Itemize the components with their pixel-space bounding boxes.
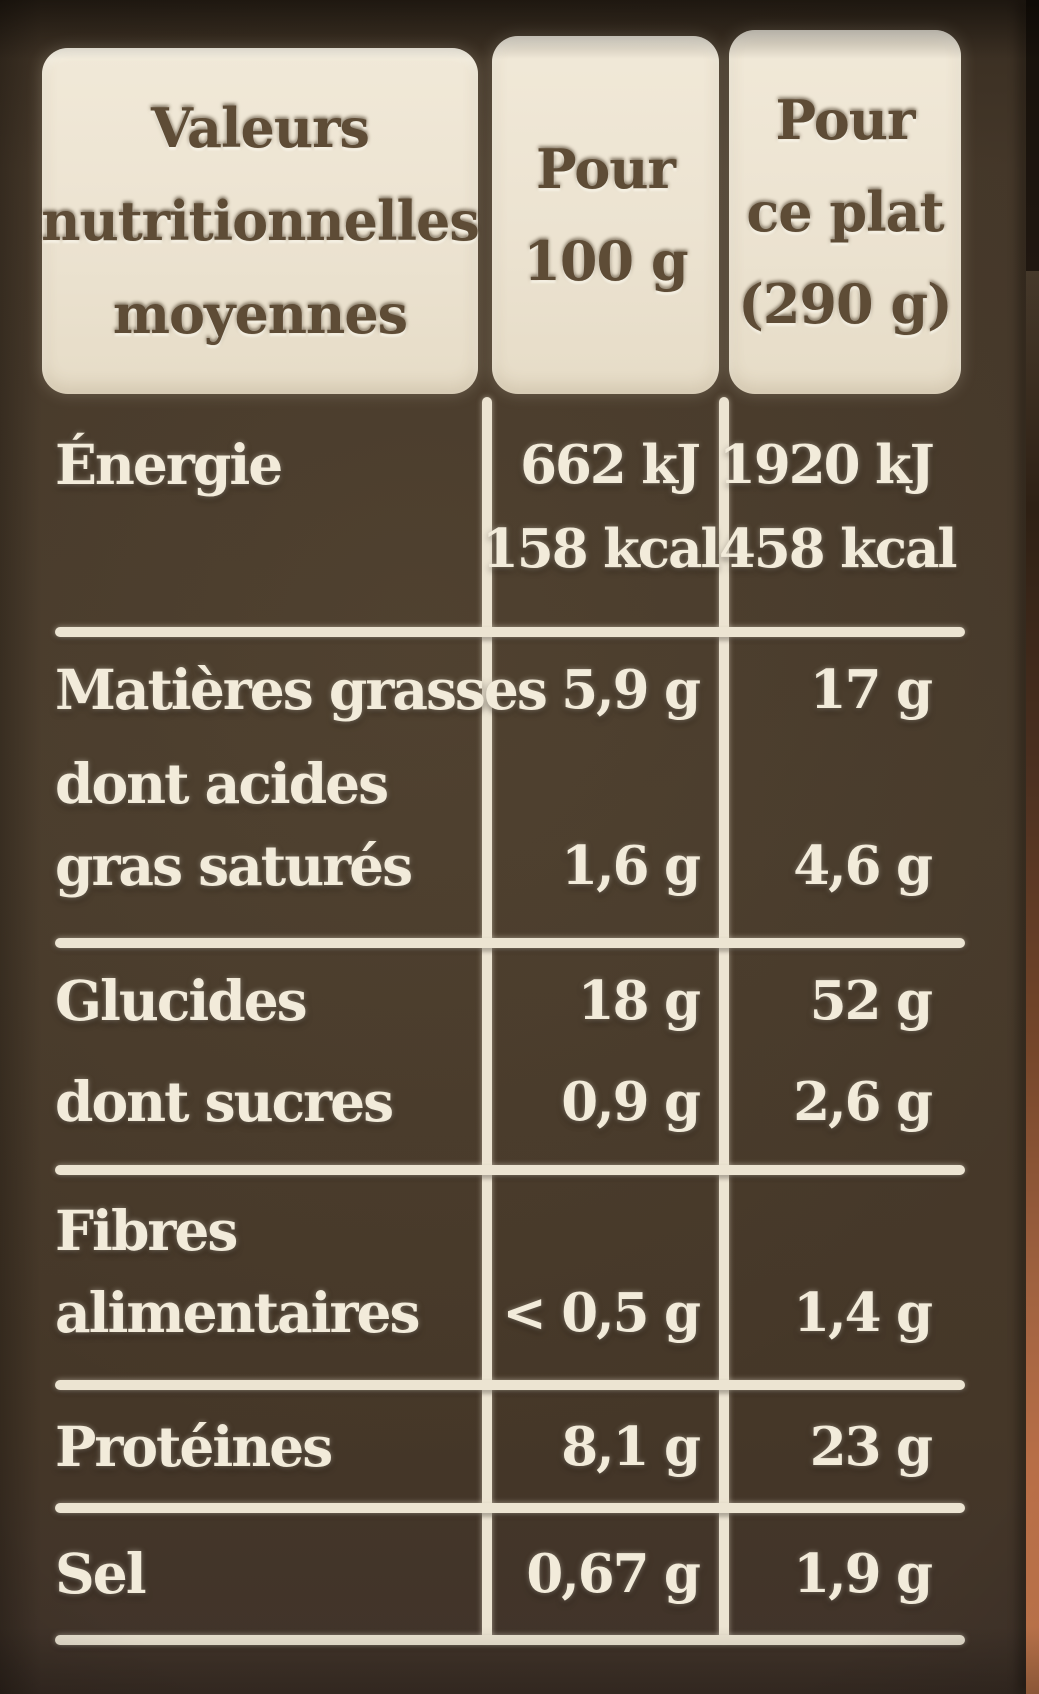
- value-per-dish: 1,4 g: [793, 1282, 933, 1344]
- table-bottom-line: [55, 1635, 965, 1645]
- row-label: dont sucres: [55, 1068, 394, 1134]
- row-label: Glucides: [55, 968, 308, 1033]
- table-row-sel: Sel 0,67 g 1,9 g: [55, 1513, 965, 1635]
- value-per-100g: 1,6 g: [561, 835, 701, 897]
- table-row-fibres: Fibres alimentaires < 0,5 g 1,4 g: [55, 1175, 965, 1380]
- row-label: gras saturés: [55, 833, 413, 898]
- value-per-100g: 0,67 g: [526, 1543, 701, 1605]
- value-per-dish: 2,6 g: [793, 1070, 933, 1133]
- value-per-dish: 458 kcal: [719, 518, 958, 580]
- row-divider: [55, 627, 965, 637]
- header-text-line: Pour: [536, 137, 676, 201]
- row-label: Sel: [55, 1541, 147, 1606]
- value-per-100g: 18 g: [577, 970, 701, 1032]
- value-per-dish: 1,9 g: [793, 1543, 933, 1605]
- header-text-line: (290 g): [738, 272, 952, 336]
- table-row-glucides: Glucides 18 g 52 g: [55, 948, 965, 1054]
- row-label: alimentaires: [55, 1280, 420, 1345]
- table-row-dont-sucres: dont sucres 0,9 g 2,6 g: [55, 1054, 965, 1165]
- value-per-dish: 1920 kJ: [719, 434, 935, 496]
- value-per-100g: 5,9 g: [561, 659, 701, 721]
- row-label: dont acides: [55, 751, 389, 816]
- row-label: Matières grasses: [55, 657, 548, 722]
- table-row-acides-gras-satures: dont acides gras saturés 1,6 g 4,6 g: [55, 743, 965, 928]
- row-label: Protéines: [55, 1413, 333, 1479]
- value-per-dish: 52 g: [809, 970, 933, 1032]
- value-per-dish: 17 g: [809, 659, 933, 721]
- value-per-100g: 0,9 g: [561, 1070, 701, 1133]
- table-row-matieres-grasses: Matières grasses 5,9 g 17 g: [55, 637, 965, 743]
- header-text-line: 100 g: [523, 229, 688, 293]
- table-row-proteines: Protéines 8,1 g 23 g: [55, 1390, 965, 1503]
- row-label: Énergie: [55, 432, 283, 497]
- value-per-dish: 4,6 g: [793, 835, 933, 897]
- row-divider: [55, 938, 965, 948]
- value-per-dish: 23 g: [809, 1415, 933, 1478]
- header-text-line: Valeurs: [151, 95, 370, 160]
- header-text-line: nutritionnelles: [41, 188, 480, 253]
- value-per-100g: 662 kJ: [520, 434, 701, 496]
- header-box-per-100g: Pour 100 g: [492, 36, 719, 394]
- package-edge: [1026, 0, 1039, 1694]
- value-per-100g: 8,1 g: [561, 1415, 701, 1478]
- value-per-100g: 158 kcal: [482, 518, 721, 580]
- row-divider: [55, 1380, 965, 1390]
- header-text-line: Pour: [775, 88, 916, 152]
- row-label: Fibres: [55, 1198, 238, 1263]
- header-text-line: ce plat: [746, 180, 944, 244]
- header-box-average-values: Valeurs nutritionnelles moyennes: [41, 48, 480, 394]
- row-divider: [55, 1503, 965, 1513]
- header-box-per-dish: Pour ce plat (290 g): [729, 30, 961, 394]
- table-row-energie: Énergie 662 kJ 158 kcal 1920 kJ 458 kcal: [55, 403, 965, 627]
- value-per-100g: < 0,5 g: [502, 1282, 701, 1344]
- row-divider: [55, 1165, 965, 1175]
- header-text-line: moyennes: [112, 281, 408, 346]
